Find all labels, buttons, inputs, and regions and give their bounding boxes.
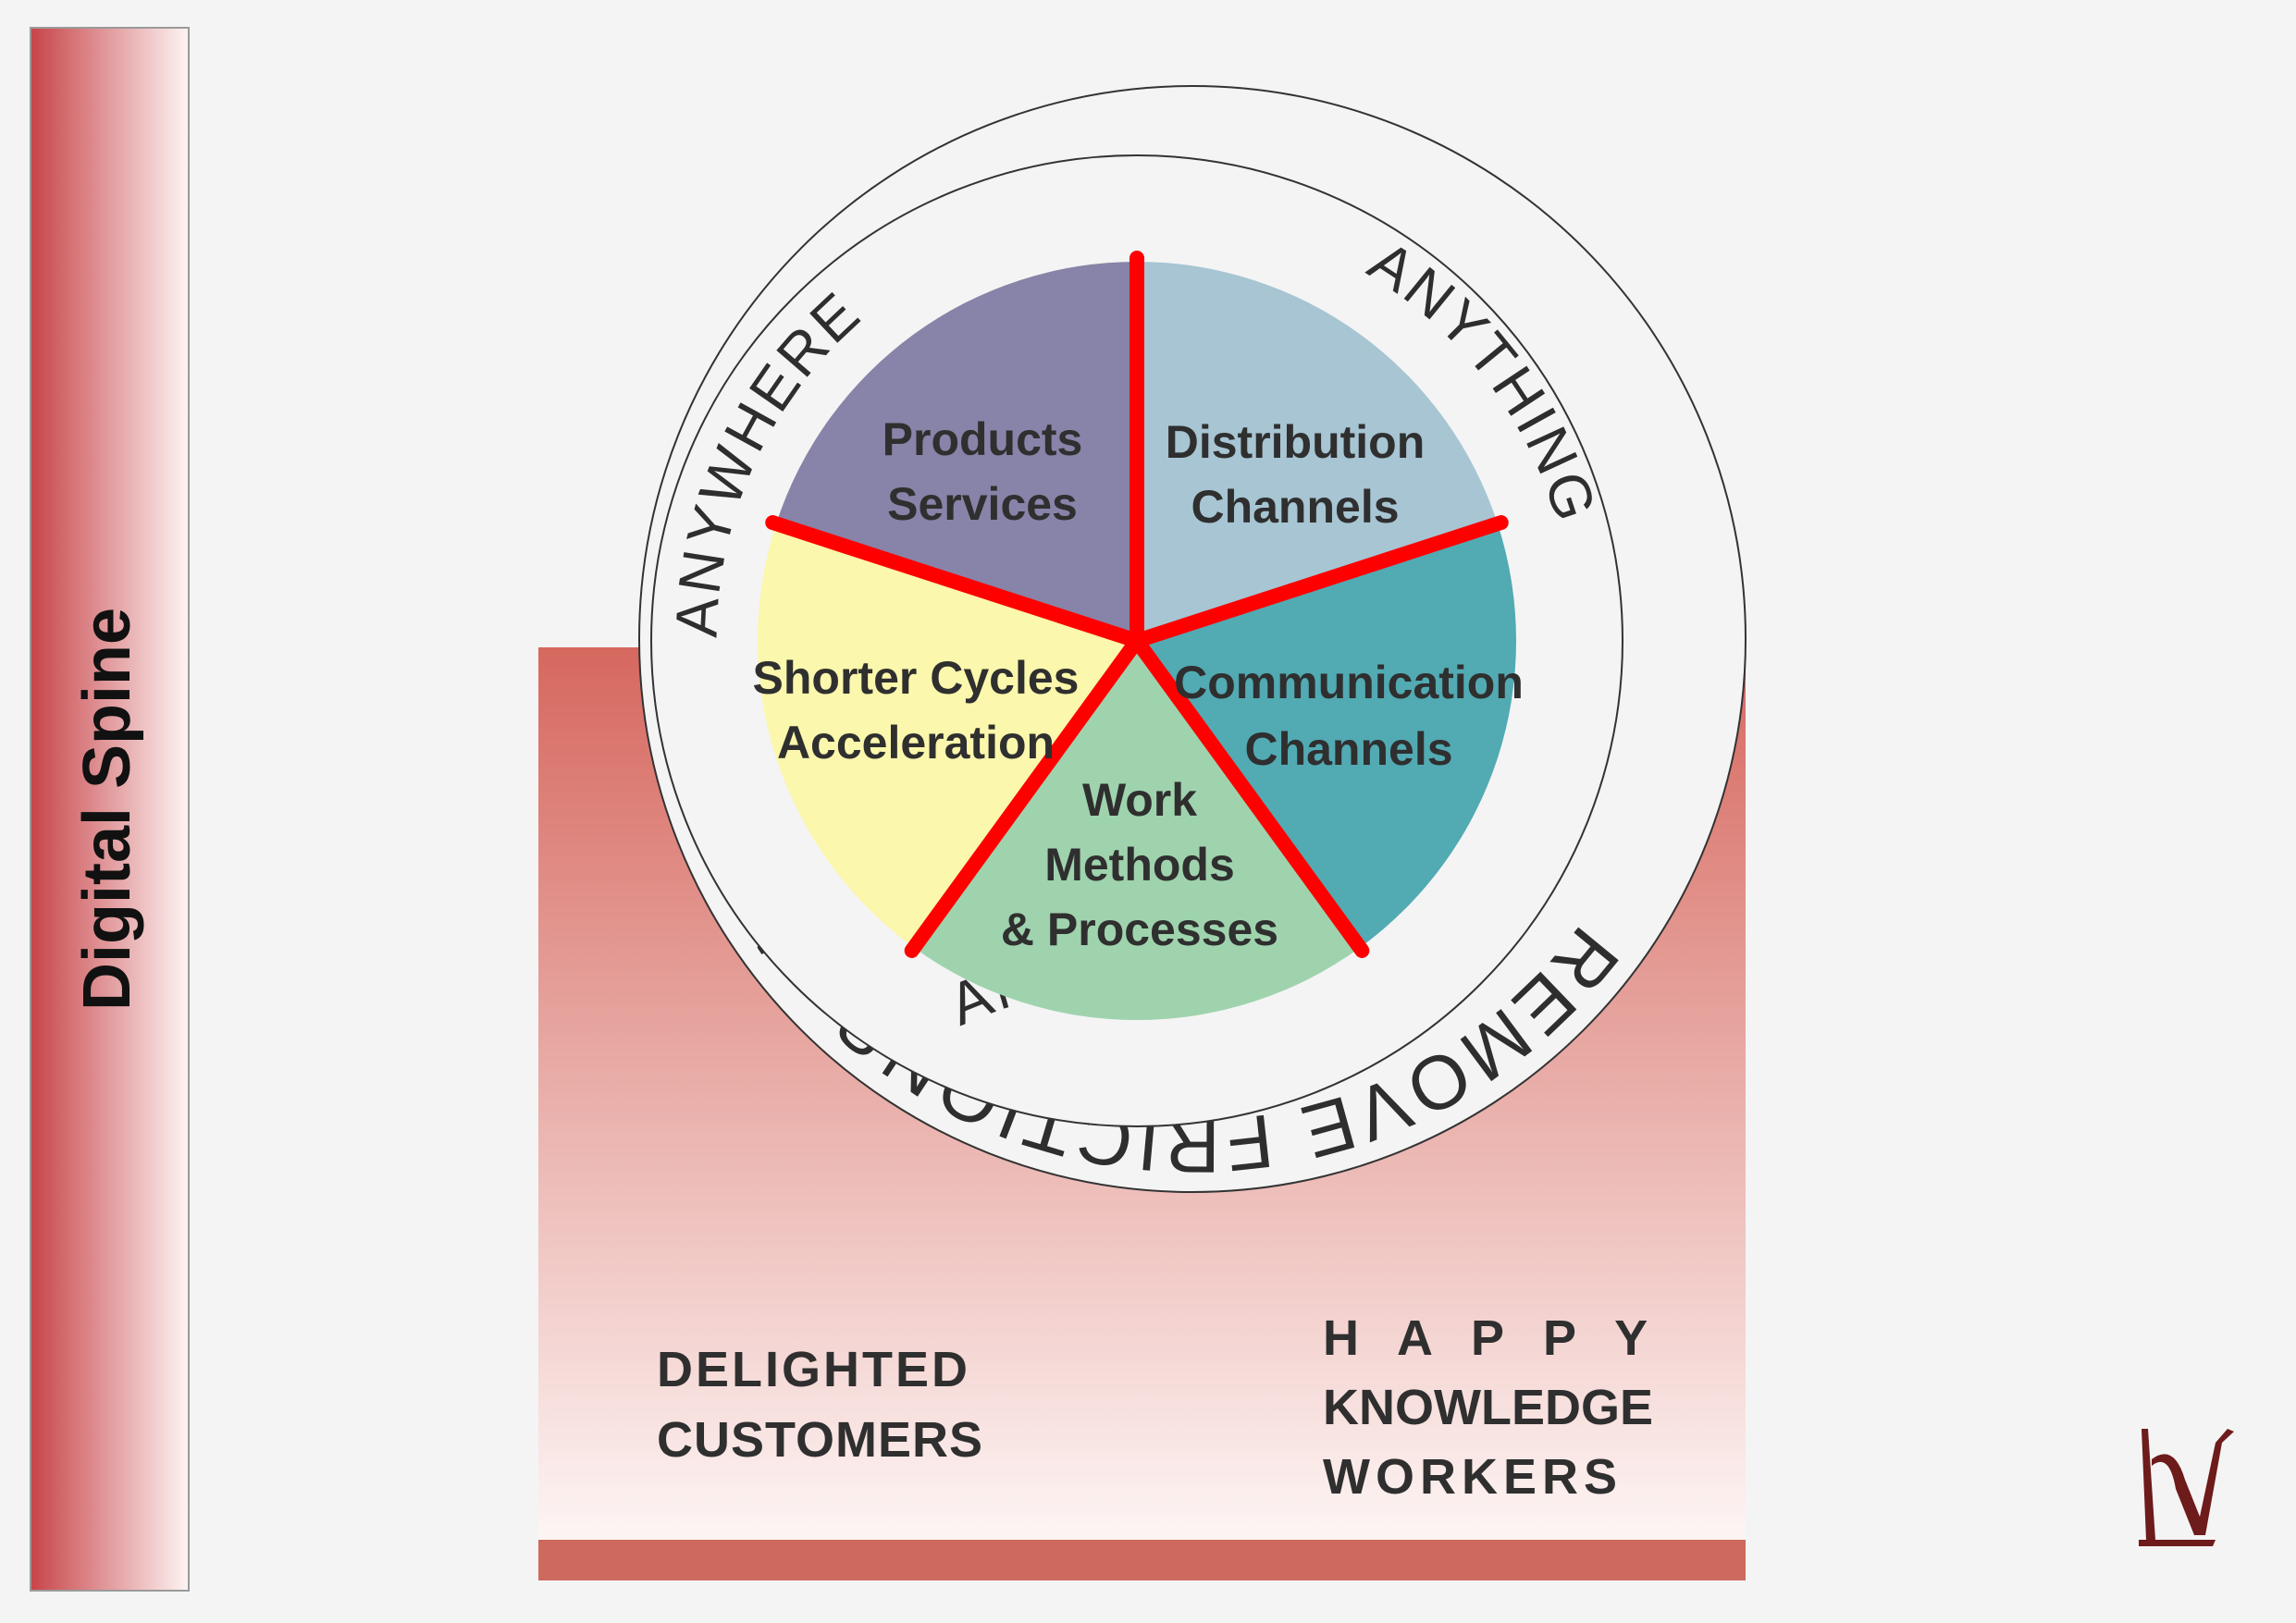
digital-spine-bar (30, 27, 190, 1592)
segment-label-work-methods-processes: Methods (1044, 839, 1235, 891)
segment-label-work-methods-processes: Work (1082, 774, 1197, 826)
divider-line (1129, 633, 1370, 958)
segment-communication-channels (1137, 523, 1517, 948)
delighted-label: DELIGHTED (657, 1342, 970, 1397)
digital-spine-label: Digital Spine (70, 608, 144, 1011)
segment-label-shorter-cycles-acceleration: Acceleration (777, 717, 1055, 768)
segment-label-work-methods-processes: & Processes (1001, 904, 1278, 955)
segment-labels: Products Services Distribution Channels Comm… (753, 413, 1524, 955)
pie-chart (758, 251, 1517, 1021)
segment-shorter-cycles-acceleration (758, 523, 1137, 948)
segment-label-products-services: Products (883, 413, 1083, 465)
divider-line (1129, 515, 1509, 648)
happy-label: H A P P Y (1323, 1310, 1660, 1366)
segment-label-products-services: Services (887, 478, 1078, 530)
divider-line (765, 515, 1144, 648)
knowledge-label: KNOWLEDGE (1323, 1380, 1653, 1435)
segment-label-shorter-cycles-acceleration: Shorter Cycles (753, 652, 1080, 704)
segment-label-distribution-channels: Channels (1191, 481, 1399, 533)
panel-bottom-bar (538, 1540, 1746, 1580)
brand-logo (2139, 1429, 2234, 1546)
customers-label: CUSTOMERS (657, 1412, 983, 1468)
segment-work-methods-processes (914, 641, 1360, 1021)
divider-line (904, 633, 1144, 958)
segment-label-distribution-channels: Distribution (1166, 416, 1426, 468)
segment-label-communication-channels: Channels (1244, 723, 1452, 775)
segment-label-communication-channels: Communication (1174, 657, 1524, 708)
workers-label: WORKERS (1323, 1449, 1623, 1505)
